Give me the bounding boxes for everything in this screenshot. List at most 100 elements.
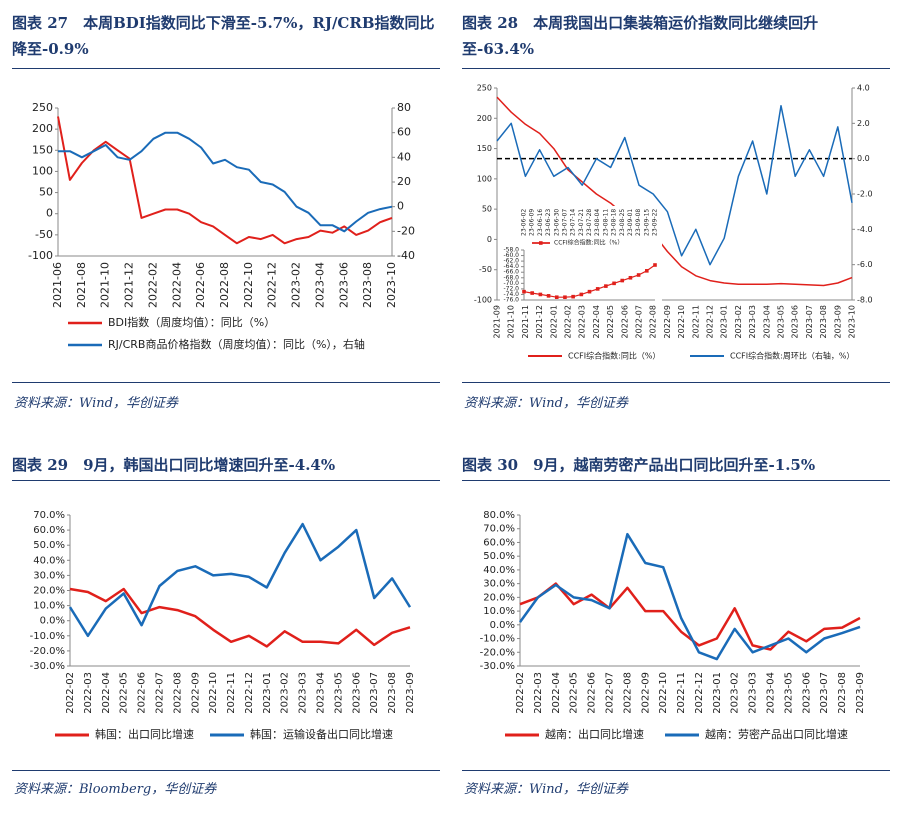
x-tick-label: 2021-08 bbox=[75, 262, 88, 308]
x-tick-label: 2023-04 bbox=[762, 305, 771, 338]
y-tick-label: 200 bbox=[32, 122, 53, 135]
x-tick-label: 2022-06 bbox=[620, 305, 629, 338]
y-tick-label: 30.0% bbox=[483, 579, 515, 590]
y-tick-label: 0.0% bbox=[490, 620, 515, 631]
y-tick-label: 10.0% bbox=[483, 606, 515, 617]
series-line bbox=[68, 522, 412, 638]
point-marker bbox=[538, 292, 543, 297]
y-tick-label: 150 bbox=[32, 143, 53, 156]
y-tick-label: 150 bbox=[477, 144, 492, 153]
x-tick-label: 2021-10 bbox=[507, 305, 516, 338]
x-tick-label: 23-06-30 bbox=[553, 209, 560, 236]
y-tick-label: -10.0% bbox=[30, 631, 65, 642]
x-tick-label: 2022-07 bbox=[604, 672, 615, 714]
y2-tick-label: 0.0 bbox=[857, 154, 870, 163]
y-tick-label: 50.0% bbox=[33, 540, 65, 551]
x-tick-label: 2023-07 bbox=[805, 305, 814, 338]
x-tick-label: 23-06-02 bbox=[521, 209, 528, 236]
x-tick-label: 2022-03 bbox=[578, 305, 587, 338]
x-tick-label: 2022-04 bbox=[592, 305, 601, 338]
y2-tick-label: 2.0 bbox=[857, 119, 870, 128]
y-tick-label: -58.0 bbox=[503, 247, 519, 254]
y-tick-label: -50 bbox=[35, 228, 53, 241]
x-tick-label: 23-09-22 bbox=[652, 209, 659, 236]
x-tick-label: 2022-03 bbox=[83, 672, 94, 714]
y2-tick-label: 4.0 bbox=[857, 84, 870, 93]
y-tick-label: 70.0% bbox=[483, 524, 515, 535]
y-tick-label: 40.0% bbox=[483, 565, 515, 576]
y2-tick-label: -8.0 bbox=[857, 296, 873, 305]
point-marker bbox=[579, 292, 584, 297]
x-tick-label: 2022-02 bbox=[515, 672, 526, 714]
x-tick-label: 2023-08 bbox=[819, 305, 828, 338]
x-tick-label: 2023-02 bbox=[734, 305, 743, 338]
x-tick-label: 2022-12 bbox=[694, 672, 705, 714]
y2-tick-label: -2.0 bbox=[857, 190, 873, 199]
x-tick-label: 2023-09 bbox=[405, 672, 416, 714]
series-line bbox=[519, 582, 861, 651]
y-tick-label: 40.0% bbox=[33, 555, 65, 566]
legend-label: CCFI综合指数:周环比（右轴，%） bbox=[730, 351, 854, 361]
x-tick-label: 2023-10 bbox=[385, 262, 398, 308]
y-tick-label: -100 bbox=[474, 296, 492, 305]
x-tick-label: 2023-09 bbox=[833, 305, 842, 338]
chart-title: 图表 28 本周我国出口集装箱运价指数同比继续回升至-63.4% bbox=[462, 14, 819, 58]
x-tick-label: 2022-11 bbox=[226, 672, 237, 714]
rule bbox=[12, 770, 440, 771]
x-tick-label: 2022-07 bbox=[154, 672, 165, 714]
rule bbox=[462, 480, 890, 481]
x-tick-label: 2023-01 bbox=[262, 672, 273, 714]
y2-tick-label: -4.0 bbox=[857, 225, 873, 234]
y-tick-label: 100 bbox=[32, 164, 53, 177]
source-note: 资料来源：Bloomberg，华创证券 bbox=[14, 782, 217, 797]
y2-tick-label: 40 bbox=[397, 150, 411, 163]
x-tick-label: 2022-05 bbox=[119, 672, 130, 714]
series-line bbox=[69, 587, 411, 648]
y-tick-label: 20.0% bbox=[33, 586, 65, 597]
rule bbox=[462, 382, 890, 383]
x-tick-label: 2022-12 bbox=[244, 672, 255, 714]
y-tick-label: -60.0 bbox=[503, 252, 519, 259]
y-tick-label: 60.0% bbox=[33, 525, 65, 536]
x-tick-label: 2023-01 bbox=[712, 672, 723, 714]
y-tick-label: -72.0 bbox=[503, 285, 519, 292]
x-tick-label: 23-08-11 bbox=[602, 209, 609, 236]
legend-label: BDI指数（周度均值）：同比（%） bbox=[108, 315, 275, 329]
y-tick-label: 50 bbox=[39, 186, 53, 199]
x-tick-label: 2023-07 bbox=[369, 672, 380, 714]
x-tick-label: 2022-02 bbox=[65, 672, 76, 714]
x-tick-label: 2021-09 bbox=[493, 305, 502, 338]
x-tick-label: 2022-08 bbox=[649, 305, 658, 338]
y-tick-label: 250 bbox=[32, 101, 53, 114]
rule bbox=[12, 382, 440, 383]
x-tick-label: 2023-02 bbox=[280, 672, 291, 714]
x-tick-label: 2023-05 bbox=[333, 672, 344, 714]
x-tick-label: 2023-06 bbox=[801, 672, 812, 714]
x-tick-label: 2022-05 bbox=[606, 305, 615, 338]
x-tick-label: 2021-11 bbox=[521, 305, 530, 338]
point-marker bbox=[563, 295, 567, 300]
x-tick-label: 23-07-14 bbox=[570, 209, 577, 236]
x-tick-label: 2022-04 bbox=[101, 672, 112, 714]
x-tick-label: 2022-11 bbox=[691, 305, 700, 338]
y-tick-label: -100 bbox=[28, 249, 53, 262]
legend-label: RJ/CRB商品价格指数（周度均值）：同比（%），右轴 bbox=[108, 337, 365, 351]
y-tick-label: 50 bbox=[482, 205, 492, 214]
x-tick-label: 2022-12 bbox=[706, 305, 715, 338]
x-tick-label: 2023-03 bbox=[748, 672, 759, 714]
y-tick-label: 0 bbox=[487, 235, 492, 244]
x-tick-label: 23-06-16 bbox=[537, 209, 544, 236]
rule bbox=[462, 770, 890, 771]
point-marker bbox=[612, 281, 616, 286]
y-tick-label: 250 bbox=[477, 84, 492, 93]
x-tick-label: 2023-02 bbox=[730, 672, 741, 714]
rule bbox=[12, 68, 440, 69]
y-tick-label: -74.0 bbox=[503, 291, 519, 298]
legend-label: 韩国：出口同比增速 bbox=[95, 727, 194, 741]
y-tick-label: 60.0% bbox=[483, 537, 515, 548]
y-tick-label: -50 bbox=[479, 265, 492, 274]
x-tick-label: 2022-10 bbox=[677, 305, 686, 338]
x-tick-label: 23-06-23 bbox=[545, 209, 552, 236]
y-tick-label: -70.0 bbox=[503, 280, 519, 287]
